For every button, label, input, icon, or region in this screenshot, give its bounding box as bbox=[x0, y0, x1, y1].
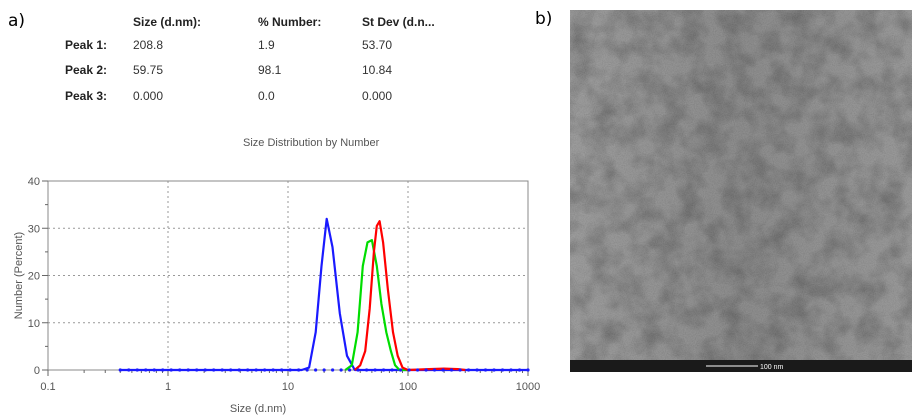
series-marker bbox=[127, 368, 131, 372]
series-marker bbox=[237, 368, 241, 372]
series-marker bbox=[178, 368, 182, 372]
y-tick-label: 0 bbox=[34, 365, 40, 377]
cell-stdev: 53.70 bbox=[362, 38, 393, 52]
series-marker bbox=[424, 368, 428, 372]
y-tick-label: 10 bbox=[28, 318, 40, 330]
series-marker bbox=[229, 368, 233, 372]
tem-grain bbox=[570, 10, 912, 360]
series-marker bbox=[331, 368, 335, 372]
series-marker bbox=[441, 368, 445, 372]
cell-size: 0.000 bbox=[133, 89, 164, 103]
series-marker bbox=[297, 368, 301, 372]
cell-stdev: 0.000 bbox=[362, 89, 393, 103]
series-marker bbox=[526, 368, 530, 372]
x-tick-label: 0.1 bbox=[40, 381, 55, 393]
series-line bbox=[120, 217, 528, 372]
series-marker bbox=[373, 368, 377, 372]
series-marker bbox=[398, 368, 403, 372]
x-tick-label: 1 bbox=[165, 381, 171, 393]
header-percent: % Number: bbox=[258, 15, 322, 29]
series-marker bbox=[466, 368, 471, 372]
series-marker bbox=[135, 368, 139, 372]
series-marker bbox=[152, 368, 156, 372]
series-marker bbox=[500, 368, 505, 372]
series-line bbox=[344, 239, 408, 372]
series-marker bbox=[356, 368, 360, 372]
series-marker bbox=[381, 368, 386, 372]
series-marker bbox=[186, 368, 190, 372]
series-marker bbox=[161, 368, 165, 372]
panel-label-a: a) bbox=[8, 11, 26, 31]
series-marker bbox=[220, 368, 224, 372]
series-marker bbox=[254, 368, 258, 372]
series-marker bbox=[212, 368, 216, 372]
y-tick-label: 40 bbox=[28, 176, 40, 188]
series-line bbox=[354, 220, 466, 372]
series-marker bbox=[339, 368, 343, 372]
series-marker bbox=[458, 368, 462, 372]
series-marker bbox=[509, 368, 513, 372]
row-label: Peak 2: bbox=[65, 63, 108, 77]
series-marker bbox=[118, 368, 122, 372]
tem-micrograph: 100 nm bbox=[570, 10, 912, 372]
chart-title: Size Distribution by Number bbox=[243, 137, 380, 149]
cell-percent: 98.1 bbox=[258, 63, 282, 77]
header-size: Size (d.nm): bbox=[133, 15, 201, 29]
x-tick-label: 1000 bbox=[516, 381, 540, 393]
series-marker bbox=[517, 368, 522, 372]
x-tick-label: 10 bbox=[282, 381, 294, 393]
cell-percent: 1.9 bbox=[258, 38, 275, 52]
size-distribution-chart: 0.1 1 10 100 1000 0 10 20 30 40 Size (d.nm) Number … bbox=[13, 176, 540, 415]
series-marker bbox=[203, 368, 207, 372]
series-marker bbox=[415, 368, 420, 372]
series-marker bbox=[288, 368, 292, 372]
header-stdev: St Dev (d.n... bbox=[362, 15, 435, 29]
cell-percent: 0.0 bbox=[258, 89, 275, 103]
series-marker bbox=[280, 368, 284, 372]
row-label: Peak 1: bbox=[65, 38, 108, 52]
series-marker bbox=[390, 368, 394, 372]
panel-label-b: b) bbox=[535, 9, 553, 29]
series-marker bbox=[322, 368, 326, 372]
y-tick-label: 30 bbox=[28, 223, 40, 235]
series-marker bbox=[144, 368, 148, 372]
series-marker bbox=[432, 368, 437, 372]
series-marker bbox=[475, 368, 479, 372]
x-tick-label: 100 bbox=[399, 381, 417, 393]
scale-bar-label: 100 nm bbox=[760, 364, 784, 371]
series-marker bbox=[449, 368, 454, 372]
series-marker bbox=[246, 368, 250, 372]
y-tick-label: 20 bbox=[28, 271, 40, 283]
y-axis-label: Number (Percent) bbox=[13, 232, 25, 319]
series-marker bbox=[263, 368, 267, 372]
cell-size: 59.75 bbox=[133, 63, 164, 77]
series-marker bbox=[271, 368, 275, 372]
series-marker bbox=[407, 368, 411, 372]
series-marker bbox=[195, 368, 199, 372]
cell-stdev: 10.84 bbox=[362, 63, 393, 77]
series-marker bbox=[492, 368, 496, 372]
series-marker bbox=[305, 368, 309, 372]
x-axis-label: Size (d.nm) bbox=[230, 403, 286, 415]
series-marker bbox=[483, 368, 488, 372]
row-label: Peak 3: bbox=[65, 89, 108, 103]
series-marker bbox=[169, 368, 173, 372]
series-marker bbox=[364, 368, 369, 372]
series-marker bbox=[348, 368, 352, 372]
series-marker bbox=[314, 368, 318, 372]
cell-size: 208.8 bbox=[133, 38, 164, 52]
